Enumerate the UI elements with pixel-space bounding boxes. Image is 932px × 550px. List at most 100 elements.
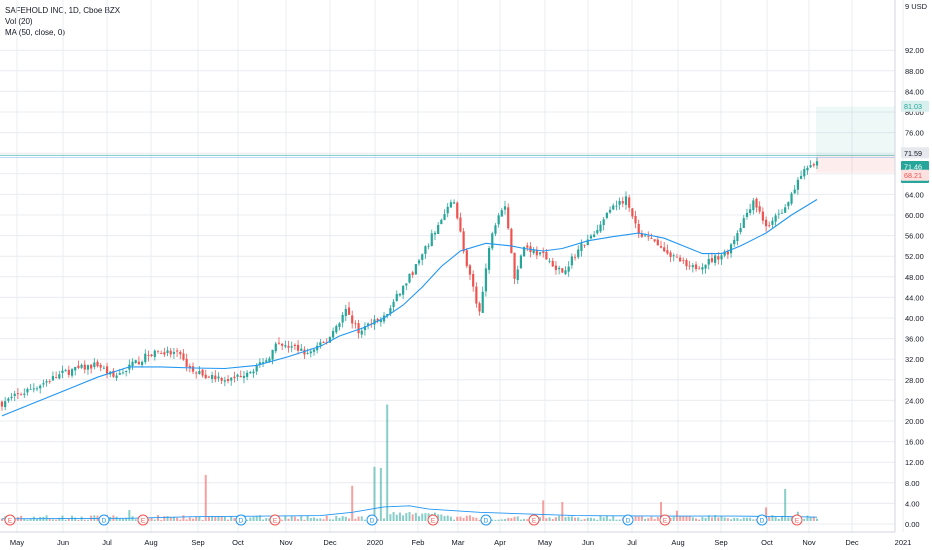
volume-bar [182, 515, 185, 521]
x-tick-label: Aug [144, 538, 157, 547]
volume-bar [134, 519, 137, 521]
volume-bar [618, 519, 621, 521]
candle-body [220, 377, 223, 381]
candle-body [624, 196, 628, 205]
candle-body [376, 319, 379, 321]
candle-body [564, 270, 567, 275]
candle-body [717, 256, 720, 260]
volume-bar [644, 518, 647, 521]
volume-bar [564, 517, 567, 521]
volume-bar [548, 517, 551, 521]
x-tick-label: Nov [279, 538, 293, 547]
candle-body [35, 388, 39, 390]
volume-bar [561, 502, 564, 521]
candle-body [373, 319, 376, 325]
candle-body [328, 337, 332, 343]
volume-bar [176, 517, 179, 521]
volume-bar [526, 519, 529, 521]
volume-bar [545, 518, 548, 521]
candle-body [29, 389, 32, 390]
candle-body [102, 367, 105, 369]
volume-bar [637, 516, 640, 521]
x-tick-label: Nov [802, 538, 816, 547]
candle-body [472, 274, 475, 287]
volume-bar [596, 519, 599, 521]
candle-body [335, 326, 338, 333]
volume-bar [306, 515, 309, 521]
candle-body [417, 260, 421, 264]
volume-bar [418, 516, 421, 521]
volume-bar [214, 516, 217, 521]
last-price-label-bg [901, 160, 929, 172]
candle-body [344, 308, 347, 317]
candle-body [812, 164, 815, 166]
volume-bar [319, 518, 322, 521]
candle-body [503, 206, 507, 210]
volume-bar [160, 519, 163, 521]
candle-body [745, 212, 749, 217]
volume-bar [570, 516, 573, 521]
candle-body [246, 372, 249, 377]
volume-bar [513, 516, 516, 521]
candle-body [13, 393, 16, 396]
candle-body [281, 343, 284, 346]
volume-bar [246, 519, 249, 521]
candle-body [67, 369, 70, 375]
x-tick-label: May [10, 538, 24, 547]
volume-bar [688, 516, 691, 521]
dividend-marker [98, 514, 110, 526]
candle-body [768, 225, 771, 226]
candle-body [573, 256, 577, 258]
volume-bar [48, 518, 51, 521]
volume-bar [36, 518, 39, 521]
volume-bar [411, 514, 414, 521]
candle-body [570, 256, 573, 266]
volume-bar [809, 517, 812, 521]
candle-body [86, 365, 90, 370]
volume-bar [51, 519, 54, 521]
x-tick-label: Feb [412, 538, 425, 547]
candle-body [42, 383, 45, 385]
volume-bar [504, 519, 507, 521]
candle-body [523, 246, 526, 257]
candle-body [618, 200, 621, 205]
volume-bar [74, 517, 77, 521]
volume-bar [55, 519, 58, 521]
volume-bar [83, 519, 86, 521]
event-marker-label: D [239, 518, 244, 525]
y-tick-label: 76.00 [905, 129, 924, 138]
y-tick-label: 16.00 [905, 438, 924, 447]
candle-body [803, 169, 806, 177]
volume-bar [695, 518, 698, 521]
candle-body [233, 376, 236, 379]
volume-bar [77, 519, 80, 521]
volume-bar [287, 518, 290, 521]
earnings-marker [528, 514, 540, 526]
volume-bar [125, 517, 128, 521]
volume-bar [497, 519, 500, 521]
candle-body [532, 249, 535, 254]
candle-body [45, 381, 48, 383]
volume-bar [424, 513, 427, 521]
candle-body [631, 208, 634, 217]
volume-bar [325, 515, 328, 521]
volume-bar [192, 518, 195, 521]
volume-bar [332, 519, 335, 521]
volume-bar [233, 517, 236, 521]
candle-body [55, 377, 58, 379]
event-marker-label: E [8, 518, 13, 525]
volume-bar [752, 519, 755, 521]
candle-body [516, 269, 519, 281]
candle-body [698, 268, 701, 270]
candle-body [666, 250, 669, 254]
volume-bar [351, 485, 354, 521]
candle-body [0, 401, 4, 407]
y-tick-label: 0.00 [905, 520, 920, 529]
volume-bar [169, 517, 172, 521]
volume-bar [223, 516, 226, 521]
candle-body [507, 207, 510, 229]
stop-zone [816, 155, 895, 173]
volume-bar [539, 517, 542, 521]
y-tick-label: 60.00 [905, 211, 924, 220]
